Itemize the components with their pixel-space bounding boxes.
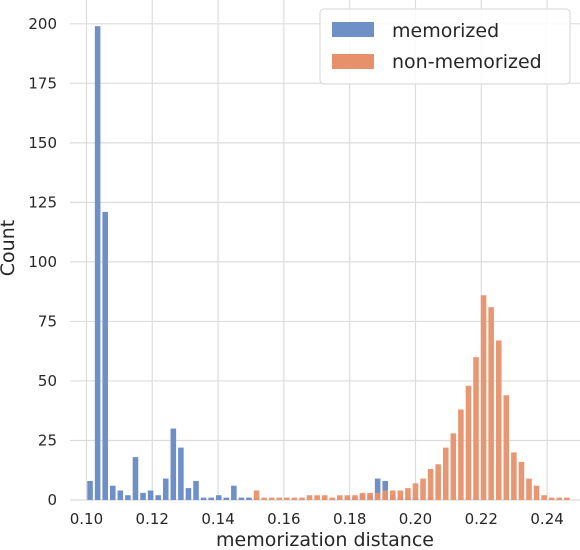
bar-non-memorized [314,495,320,500]
bar-non-memorized [253,490,260,500]
bar-non-memorized [488,307,494,500]
y-tick-label: 50 [38,372,57,390]
y-tick-label: 75 [38,312,57,330]
bar-non-memorized [374,492,381,500]
bar-non-memorized [427,469,434,500]
bar-memorized [102,211,108,500]
bar-non-memorized [284,497,290,500]
grid-lines [70,0,580,501]
bar-memorized [87,480,93,500]
bar-memorized [238,497,245,500]
bar-memorized [208,497,214,500]
bar-non-memorized [397,490,404,500]
bar-non-memorized [518,461,525,500]
x-tick-label: 0.18 [333,510,366,528]
y-tick-label: 150 [28,134,57,152]
bar-non-memorized [382,490,388,500]
x-axis-title: memorization distance [216,529,434,550]
y-tick-label: 125 [28,193,57,211]
bar-non-memorized [495,340,502,500]
legend-swatch-memorized [332,22,374,37]
bar-non-memorized [458,409,464,500]
bar-non-memorized [450,433,457,500]
bar-non-memorized [473,357,479,500]
x-tick-label: 0.16 [267,510,300,528]
bar-non-memorized [564,497,570,500]
y-tick-labels: 0 25 50 75 100 125 150 175 200 [28,15,57,509]
bar-non-memorized [344,495,351,500]
x-tick-label: 0.20 [399,510,432,528]
bar-non-memorized [511,452,517,500]
bar-non-memorized [367,492,373,500]
bar-memorized [140,492,146,500]
bar-non-memorized [329,497,336,500]
y-tick-label: 200 [28,15,57,33]
x-tick-label: 0.22 [465,510,498,528]
legend-swatch-non-memorized [332,54,374,69]
bar-non-memorized [352,495,358,500]
bar-non-memorized [291,497,298,500]
bar-memorized [94,26,101,500]
bar-non-memorized [548,497,555,500]
bar-memorized [185,488,192,500]
bar-memorized [193,480,199,500]
bar-memorized [246,497,252,500]
y-tick-label: 0 [47,491,57,509]
y-tick-label: 100 [28,253,57,271]
legend: memorized non-memorized [319,8,571,85]
bar-memorized [200,497,207,500]
bar-memorized [374,478,381,500]
bar-non-memorized [337,495,343,500]
bar-memorized [109,485,116,500]
legend-label-memorized: memorized [392,20,499,42]
bar-non-memorized [306,495,313,500]
bar-non-memorized [541,495,547,500]
bar-non-memorized [321,495,328,500]
bar-memorized [223,497,230,500]
bar-non-memorized [526,478,532,500]
x-tick-label: 0.14 [201,510,234,528]
y-tick-label: 175 [28,74,57,92]
bar-non-memorized [405,488,411,500]
bar-memorized [155,495,161,500]
bar-non-memorized [276,497,283,500]
y-tick-label: 25 [38,431,57,449]
bar-non-memorized [261,497,267,500]
bar-memorized [170,428,177,500]
bar-non-memorized [533,485,540,500]
bar-memorized [132,457,139,500]
bar-non-memorized [442,447,449,500]
bar-non-memorized [480,295,487,500]
bar-memorized [178,447,184,500]
x-tick-labels: 0.10 0.12 0.14 0.16 0.18 0.20 0.22 0.24 [70,510,564,528]
bar-non-memorized [503,395,510,500]
x-tick-label: 0.24 [530,510,563,528]
bar-memorized [215,495,222,500]
legend-label-non-memorized: non-memorized [392,51,542,73]
bar-non-memorized [435,464,441,500]
y-axis-title: Count [0,220,19,276]
bar-non-memorized [412,483,419,500]
x-tick-label: 0.10 [70,510,103,528]
bar-non-memorized [299,497,305,500]
bar-non-memorized [465,385,472,500]
bar-non-memorized [420,478,426,500]
bars-layer [87,26,570,500]
bar-memorized [117,490,124,500]
bar-non-memorized [389,490,396,500]
legend-box [319,8,571,85]
bar-memorized [162,478,169,500]
x-tick-label: 0.12 [136,510,169,528]
bar-memorized [125,495,131,500]
bar-non-memorized [268,497,275,500]
bar-non-memorized [359,492,366,500]
bar-non-memorized [556,497,563,500]
bar-memorized [147,490,154,500]
bar-memorized [231,485,237,500]
